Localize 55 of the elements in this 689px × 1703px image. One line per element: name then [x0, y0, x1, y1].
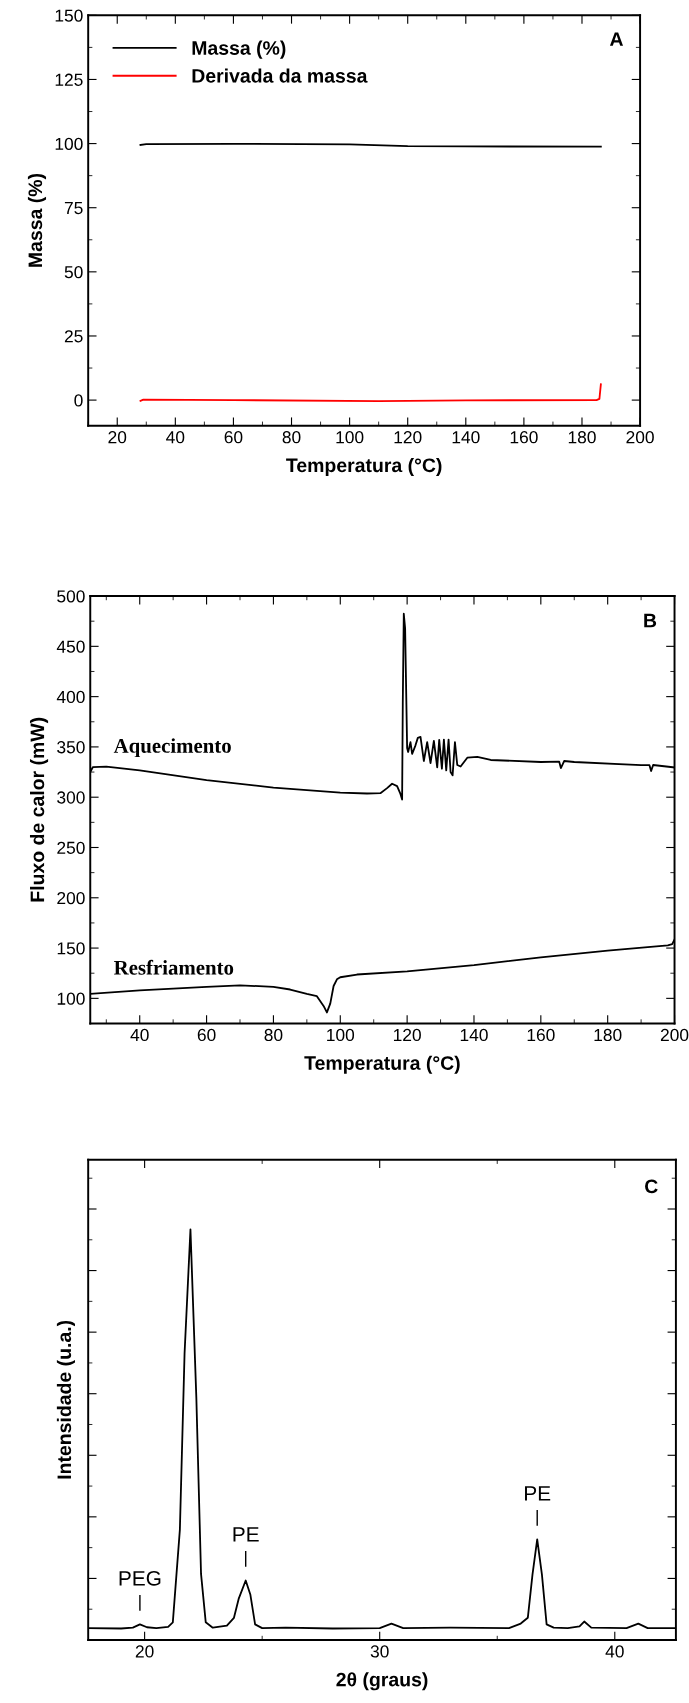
y-tick-label: 125 — [55, 73, 83, 86]
y-tick-label: 100 — [57, 992, 85, 1005]
y-tick-label: 75 — [64, 202, 83, 215]
x-tick-label: 40 — [166, 431, 185, 444]
x-tick-label: 100 — [327, 1028, 355, 1042]
x-tick-label: 200 — [660, 1028, 689, 1042]
x-tick-label: 80 — [264, 1028, 283, 1042]
y-tick-label: 350 — [57, 741, 85, 754]
y-tick-label: 100 — [55, 137, 83, 151]
y-axis-title: Fluxo de calor (mW) — [29, 717, 49, 902]
annotation: A — [609, 32, 624, 46]
x-tick-label: 100 — [336, 431, 364, 444]
annotation: PE — [233, 1527, 259, 1542]
y-tick-label: 200 — [57, 891, 85, 905]
x-tick-label: 80 — [282, 431, 301, 444]
y-axis-title: Massa (%) — [27, 173, 47, 267]
y-tick-label: 50 — [64, 266, 83, 279]
text: C — [645, 1179, 658, 1194]
x-tick-label: 180 — [568, 431, 596, 444]
x-axis-title: Temperatura (°C) — [286, 457, 442, 477]
annotation: PEG — [119, 1570, 161, 1586]
y-tick-label: 300 — [57, 791, 85, 804]
x-tick-label: 60 — [224, 431, 243, 444]
x-tick-label: 160 — [510, 431, 538, 444]
x-tick-label: 140 — [460, 1028, 488, 1042]
x-tick-label: 200 — [626, 431, 654, 444]
y-tick-label: 450 — [56, 640, 85, 653]
x-tick-label: 40 — [130, 1028, 149, 1042]
annotation: PE — [525, 1486, 551, 1501]
y-tick-label: 25 — [64, 330, 83, 343]
y-tick-label: 0 — [74, 394, 83, 407]
x-axis-title: 2θ (graus) — [336, 1672, 428, 1691]
series-label: Resfriamento — [113, 959, 234, 975]
x-tick-label: 120 — [393, 1028, 421, 1042]
y-tick-label: 250 — [57, 841, 85, 854]
x-tick-label: 40 — [605, 1645, 624, 1658]
legend-label: Derivada da massa — [192, 68, 368, 83]
x-tick-label: 60 — [197, 1028, 216, 1042]
x-tick-label: 30 — [370, 1645, 389, 1658]
series-label: Aquecimento — [113, 738, 231, 758]
x-tick-label: 140 — [452, 431, 480, 444]
x-tick-label: 20 — [135, 1645, 154, 1658]
y-tick-label: 500 — [57, 590, 85, 603]
y-tick-label: 400 — [56, 690, 85, 704]
line-series — [139, 383, 602, 403]
y-tick-label: 150 — [55, 9, 83, 22]
legend-label: Massa (%) — [192, 40, 286, 59]
x-tick-label: 20 — [108, 431, 127, 444]
x-axis-title: Temperatura (°C) — [304, 1055, 460, 1074]
x-tick-label: 160 — [527, 1028, 555, 1042]
x-tick-label: 180 — [594, 1028, 622, 1042]
x-tick-label: 120 — [394, 431, 422, 444]
y-axis-title: Intensidade (u.a.) — [56, 1320, 75, 1479]
y-tick-label: 150 — [57, 942, 85, 955]
annotation: B — [644, 613, 657, 628]
